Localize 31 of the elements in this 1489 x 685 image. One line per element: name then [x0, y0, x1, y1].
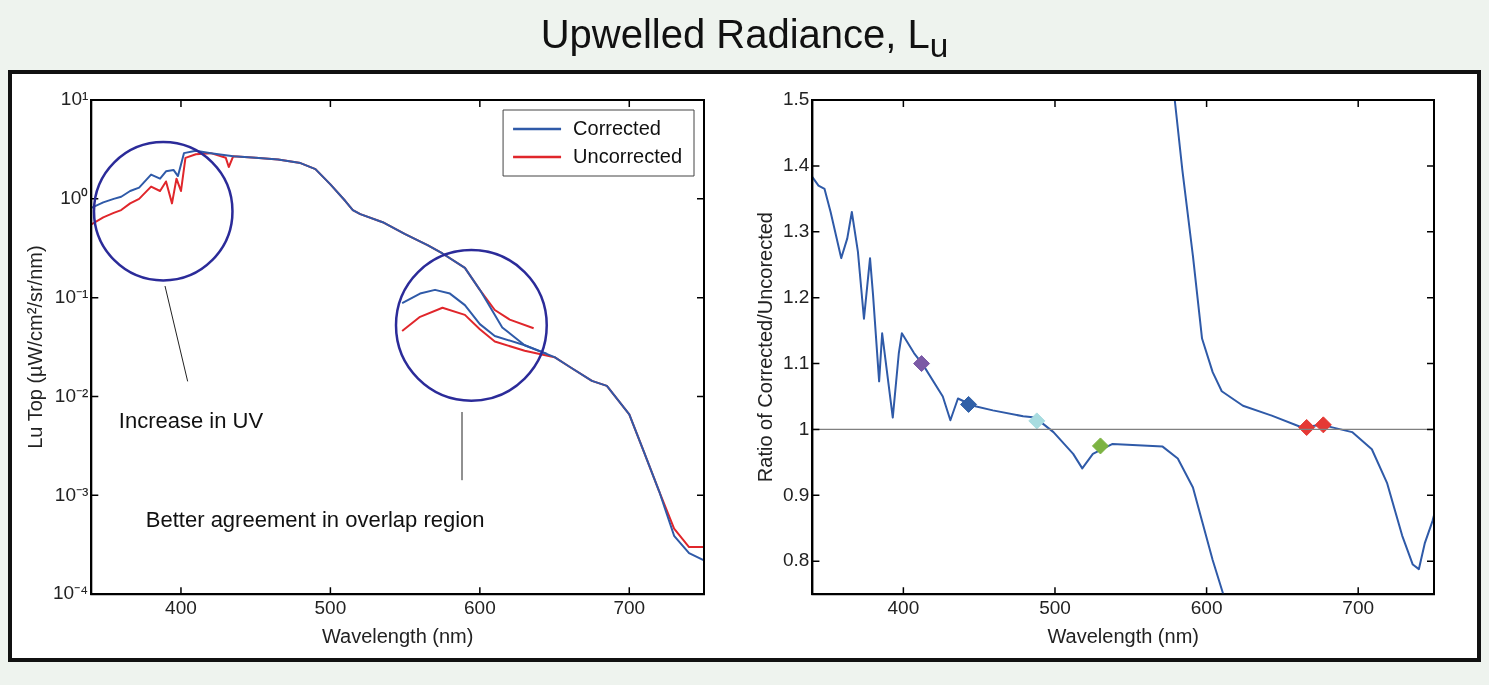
legend-label: Uncorrected — [573, 144, 682, 167]
y-tick-label: 10⁻³ — [54, 483, 89, 505]
y-tick-label: 10⁻¹ — [54, 285, 89, 307]
x-tick-label: 700 — [1342, 596, 1375, 618]
y-tick-label: 1.2 — [782, 285, 810, 307]
y-tick-label: 1.1 — [782, 351, 810, 373]
x-tick-label: 500 — [314, 596, 347, 618]
y-axis-title: Lu Top (µW/cm²/sr/nm) — [23, 245, 46, 449]
y-tick-label: 1.3 — [782, 220, 810, 242]
y-tick-label: 1 — [798, 417, 810, 439]
y-tick-label: 1.5 — [782, 88, 810, 110]
y-tick-label: 10⁰ — [60, 187, 89, 209]
y-tick-label: 10⁻⁴ — [52, 582, 89, 604]
x-tick-label: 600 — [463, 596, 496, 618]
x-axis-title: Wavelength (nm) — [321, 624, 474, 647]
y-tick-label: 10⁻² — [54, 384, 89, 406]
chart-title: Upwelled Radiance, L$_{u}$ — [539, 11, 950, 66]
annotation: Increase in UV — [118, 408, 264, 434]
y-tick-label: 10¹ — [60, 88, 89, 110]
y-axis-title: Ratio of Corrected/Uncorected — [753, 212, 776, 483]
legend-label: Corrected — [573, 116, 661, 139]
x-axis-title: Wavelength (nm) — [1047, 624, 1199, 647]
x-tick-label: 500 — [1039, 596, 1071, 618]
y-tick-label: 1.4 — [782, 154, 810, 176]
y-tick-label: 0.9 — [782, 483, 810, 505]
x-tick-label: 600 — [1190, 596, 1223, 618]
x-tick-label: 400 — [887, 596, 920, 618]
x-tick-label: 400 — [165, 596, 197, 618]
annotation: Better agreement in overlap region — [145, 507, 485, 533]
x-tick-label: 700 — [613, 596, 646, 618]
y-tick-label: 0.8 — [782, 549, 810, 571]
